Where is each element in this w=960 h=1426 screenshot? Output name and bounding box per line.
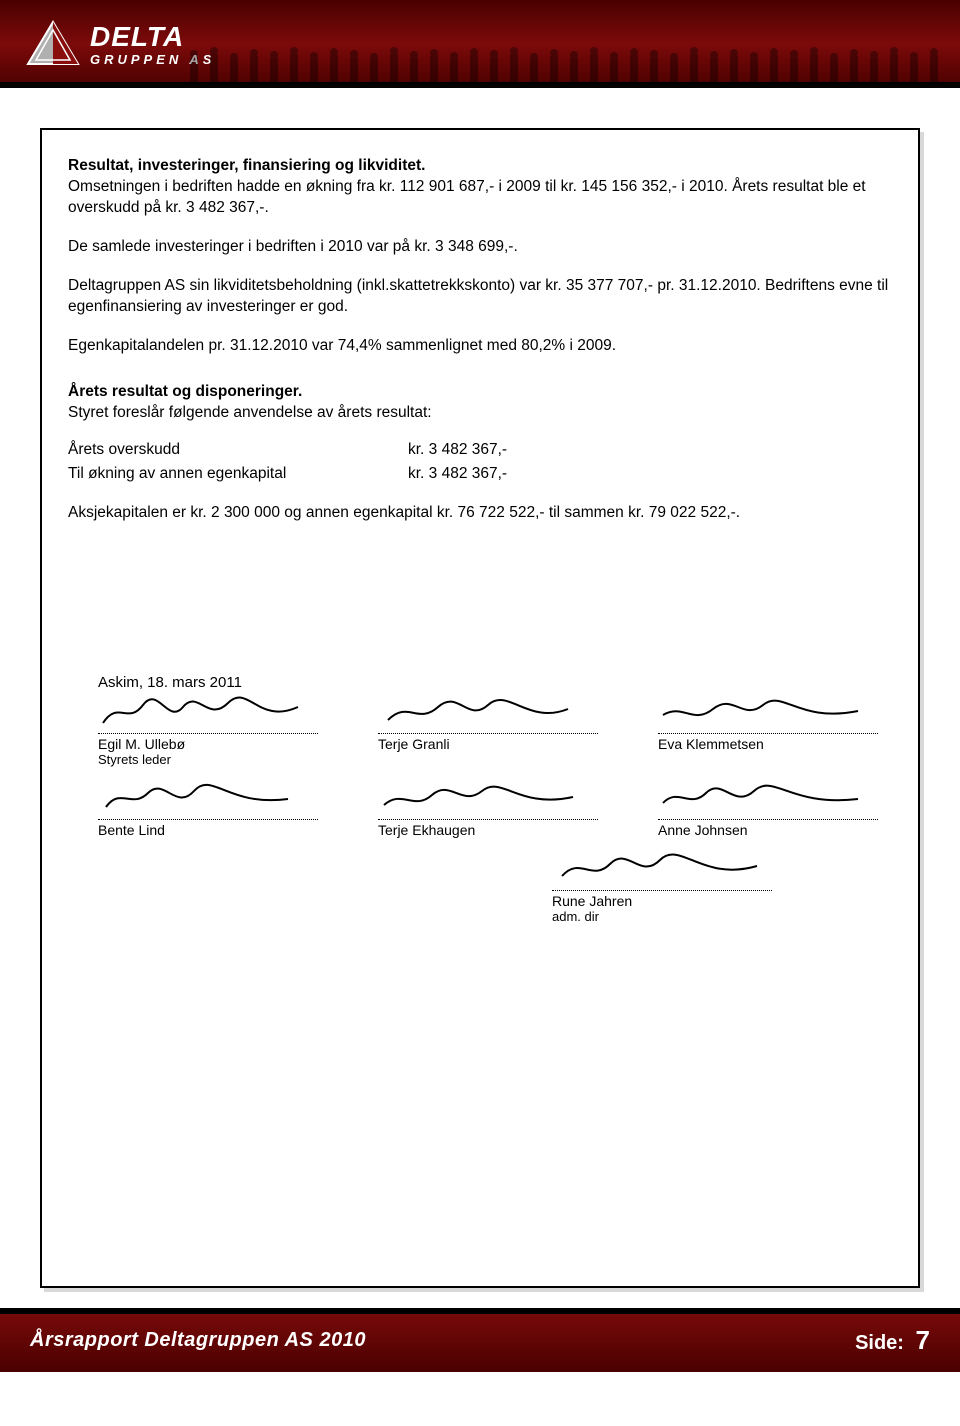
signer-name: Eva Klemmetsen	[658, 736, 878, 752]
signature-scribble-icon	[378, 695, 598, 731]
page: DELTA GRUPPEN AS	[0, 0, 960, 1372]
signature-line	[658, 819, 878, 820]
signer-name: Egil M. Ullebø	[98, 736, 318, 752]
signature-line	[378, 819, 598, 820]
signer-name: Bente Lind	[98, 822, 318, 838]
signer-name: Anne Johnsen	[658, 822, 878, 838]
signature-line	[98, 819, 318, 820]
paragraph-3: Deltagruppen AS sin likviditetsbeholdnin…	[68, 276, 892, 318]
signer-role: Styrets leder	[98, 752, 318, 767]
row1-label: Årets overskudd	[68, 438, 408, 461]
signature-scribble-icon	[658, 695, 878, 731]
footer-banner: Årsrapport Deltagruppen AS 2010 Side: 7	[0, 1308, 960, 1372]
signature-6: Anne Johnsen	[658, 781, 878, 838]
signature-1: Egil M. Ullebø Styrets leder	[98, 695, 318, 767]
sheet-wrapper: Resultat, investeringer, finansiering og…	[0, 88, 960, 1308]
signer-role: adm. dir	[552, 909, 772, 924]
signature-scribble-icon	[378, 781, 598, 817]
signature-line	[98, 733, 318, 734]
footer-page-number: 7	[916, 1325, 930, 1355]
signature-line	[658, 733, 878, 734]
signature-line	[552, 890, 772, 891]
allocation-table: Årets overskudd kr. 3 482 367,- Til økni…	[68, 438, 892, 485]
footer-page: Side: 7	[855, 1325, 930, 1356]
row2-value: kr. 3 482 367,-	[408, 462, 892, 485]
paragraph-5: Styret foreslår følgende anvendelse av å…	[68, 403, 892, 424]
content-sheet: Resultat, investeringer, finansiering og…	[40, 128, 920, 1288]
paragraph-4: Egenkapitalandelen pr. 31.12.2010 var 74…	[68, 336, 892, 357]
paragraph-1: Omsetningen i bedriften hadde en økning …	[68, 177, 892, 219]
signer-name: Terje Granli	[378, 736, 598, 752]
signature-row-2: Bente Lind Terje Ekhaugen	[68, 781, 892, 838]
section-heading-1: Resultat, investeringer, finansiering og…	[68, 156, 892, 177]
signature-5: Terje Ekhaugen	[378, 781, 598, 838]
footer-title: Årsrapport Deltagruppen AS 2010	[30, 1329, 366, 1352]
header-banner: DELTA GRUPPEN AS	[0, 0, 960, 88]
signature-scribble-icon	[98, 781, 318, 817]
footer-page-label: Side:	[855, 1332, 904, 1354]
signature-scribble-icon	[98, 695, 318, 731]
paragraph-6: Aksjekapitalen er kr. 2 300 000 og annen…	[68, 503, 892, 524]
signature-row-1: Egil M. Ullebø Styrets leder Terje Granl…	[68, 695, 892, 767]
signature-scribble-icon	[552, 852, 772, 888]
row1-value: kr. 3 482 367,-	[408, 438, 892, 461]
h1-text: Resultat, investeringer, finansiering og…	[68, 157, 425, 174]
row2-label: Til økning av annen egenkapital	[68, 462, 408, 485]
signature-3: Eva Klemmetsen	[658, 695, 878, 767]
signature-2: Terje Granli	[378, 695, 598, 767]
signer-name: Terje Ekhaugen	[378, 822, 598, 838]
signature-row-3: Rune Jahren adm. dir	[68, 852, 892, 924]
silhouette-decor	[190, 42, 960, 82]
footer-top-stripe	[0, 1308, 960, 1314]
logo-triangle-icon	[26, 20, 80, 68]
signer-name: Rune Jahren	[552, 893, 772, 909]
banner-bottom-stripe	[0, 82, 960, 88]
h2-text: Årets resultat og disponeringer.	[68, 383, 302, 400]
signature-scribble-icon	[658, 781, 878, 817]
signature-7: Rune Jahren adm. dir	[552, 852, 772, 924]
signature-line	[378, 733, 598, 734]
signature-4: Bente Lind	[98, 781, 318, 838]
signature-date: Askim, 18. mars 2011	[68, 674, 892, 691]
paragraph-2: De samlede investeringer i bedriften i 2…	[68, 237, 892, 258]
logo: DELTA GRUPPEN AS	[26, 20, 215, 68]
signature-block: Askim, 18. mars 2011 Egil M. Ullebø Styr…	[68, 674, 892, 924]
section-heading-2: Årets resultat og disponeringer.	[68, 382, 892, 403]
